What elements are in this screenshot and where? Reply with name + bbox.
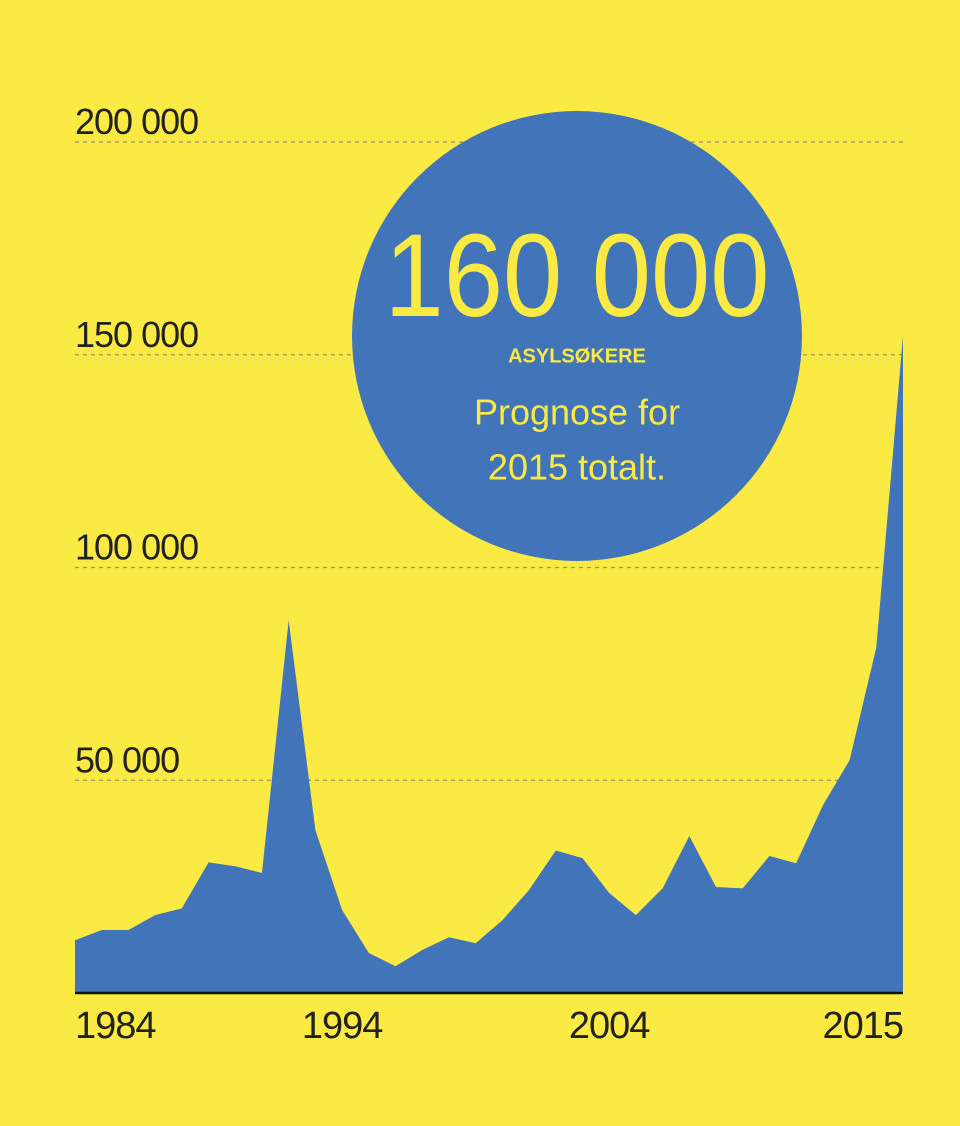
annotation: 160 000 ASYLSØKERE Prognose for 2015 tot… [352, 111, 802, 561]
annotation-unit: ASYLSØKERE [508, 345, 646, 367]
grid: 50 000 100 000 150 000 200 000 [75, 101, 903, 781]
x-tick-label: 2004 [569, 1005, 650, 1047]
y-tick-label: 100 000 [75, 527, 198, 568]
area [75, 335, 903, 993]
annotation-value: 160 000 [385, 210, 770, 342]
annotation-line: Prognose for [474, 392, 680, 433]
marks: 1984 1994 2004 2015 [75, 335, 904, 1047]
x-tick-label: 2015 [822, 1005, 903, 1047]
x-tick-label: 1994 [302, 1005, 383, 1047]
y-tick-label: 50 000 [75, 739, 179, 780]
x-tick-label: 1984 [75, 1005, 156, 1047]
annotation-bubble [352, 111, 802, 561]
annotation-line: 2015 totalt. [488, 447, 666, 488]
y-tick-label: 200 000 [75, 101, 198, 142]
y-tick-label: 150 000 [75, 314, 198, 355]
